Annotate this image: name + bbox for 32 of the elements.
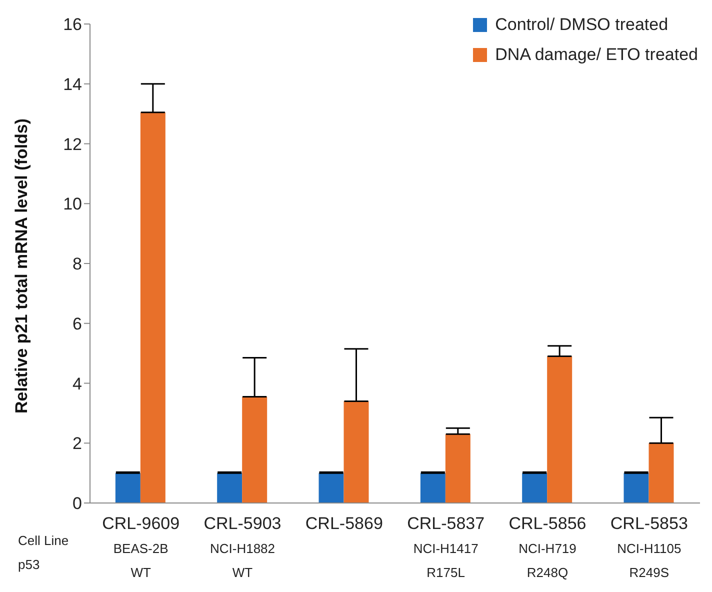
y-tick-label: 16 <box>63 15 82 34</box>
x-tick-label: CRL-5869 <box>305 514 383 533</box>
x-tick-label: CRL-5856 NCI-H719 R248Q <box>508 514 586 580</box>
text: Cell Line <box>18 533 69 548</box>
y-tick-label: 10 <box>63 194 82 214</box>
bar <box>547 356 572 503</box>
y-axis-title: Relative p21 total mRNA level (folds) <box>12 118 32 414</box>
bar <box>140 112 166 503</box>
bar <box>445 434 470 503</box>
bar <box>624 473 649 503</box>
x-tick-label: CRL-5853 NCI-H1105 R249S <box>610 514 688 580</box>
bar <box>318 473 344 503</box>
bar <box>242 396 268 503</box>
bar <box>217 473 242 503</box>
legend-label: Control/ DMSO treated <box>495 14 668 36</box>
x-tick-label: CRL-5837 NCI-H1417 R175L <box>407 514 485 580</box>
y-tick-label: 14 <box>63 74 82 94</box>
bar <box>648 443 674 503</box>
text: p53 <box>18 557 40 572</box>
bar <box>344 401 369 503</box>
y-tick-label: 8 <box>72 254 82 274</box>
bar <box>420 473 446 503</box>
x-tick-label: CRL-5903 NCI-H1882 WT <box>204 514 282 580</box>
y-tick-label: 2 <box>72 434 82 454</box>
y-tick-label: 6 <box>72 314 82 334</box>
x-tick-label: CRL-9609 BEAS-2B WT <box>102 514 180 580</box>
y-tick-label: 4 <box>72 374 82 394</box>
bar <box>115 473 140 503</box>
legend-label: DNA damage/ ETO treated <box>495 44 698 66</box>
bar <box>522 473 548 503</box>
y-tick-label: 12 <box>63 134 82 154</box>
y-tick-label: 0 <box>72 494 82 514</box>
